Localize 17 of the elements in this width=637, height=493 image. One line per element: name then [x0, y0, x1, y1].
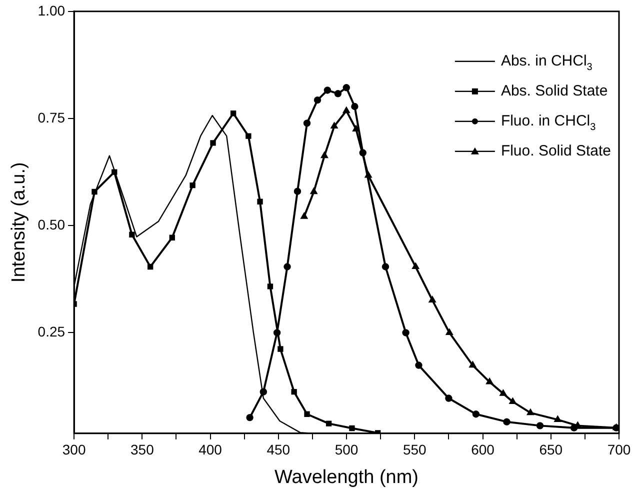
y-axis-title: Intensity (a.u.)	[8, 162, 30, 283]
x-axis-title: Wavelength (nm)	[274, 466, 419, 488]
x-tick-label: 700	[607, 442, 631, 458]
x-tick-label: 350	[130, 442, 154, 458]
y-tick-label: 0.50	[38, 216, 66, 232]
x-tick-label: 300	[62, 442, 86, 458]
y-tick-label: 0.75	[38, 109, 66, 126]
legend-label: Fluo. Solid State	[500, 142, 611, 160]
x-tick-label: 550	[402, 442, 427, 458]
x-tick-label: 450	[266, 442, 290, 458]
x-tick-label: 600	[471, 442, 495, 458]
x-tick-label: 500	[334, 442, 358, 458]
x-tick-label: 400	[198, 442, 222, 458]
y-tick-label: 1.00	[38, 2, 66, 18]
x-tick-label: 650	[539, 442, 563, 458]
legend-label: Abs. Solid State	[500, 82, 608, 100]
y-tick-label: 0.25	[38, 324, 66, 340]
